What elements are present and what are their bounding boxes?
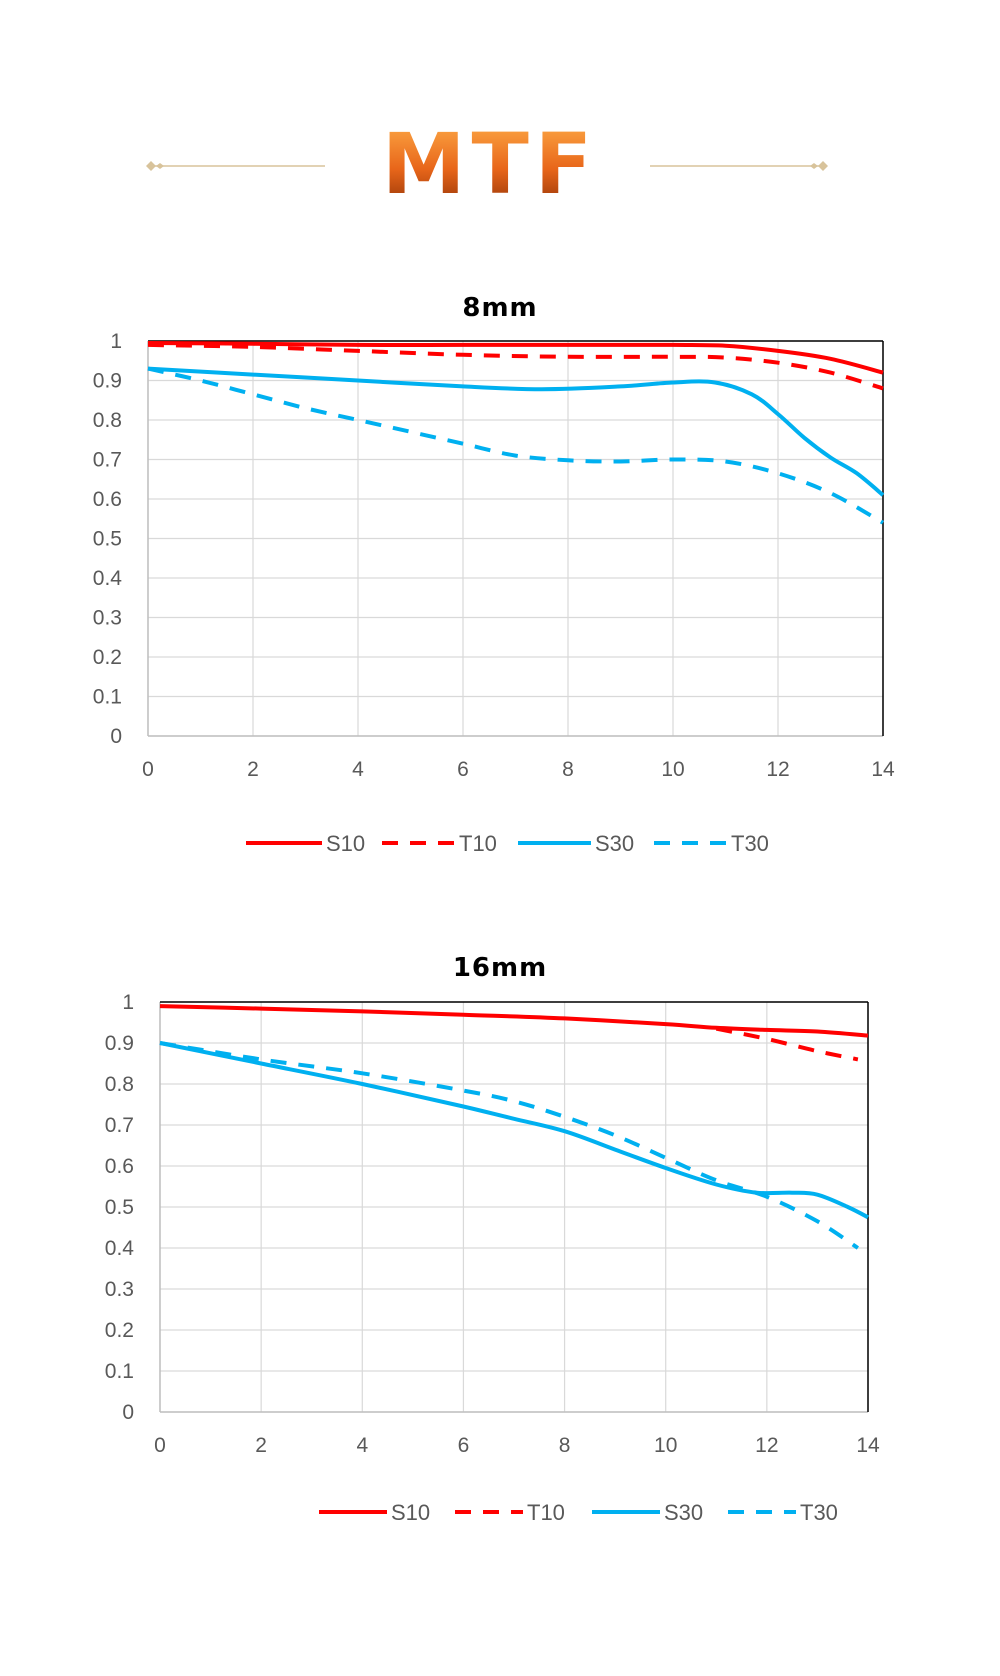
mtf-chart-16mm: 16mm 0 0.1 0.2 0.3 0.4 0.5 0.6 0.7 0.8 0.9 1 0 2 4 6 8… xyxy=(105,953,880,1525)
legend-label: S30 xyxy=(664,1500,703,1525)
series-line-t30 xyxy=(147,366,884,525)
y-axis-ticks: 0 0.1 0.2 0.3 0.4 0.5 0.6 0.7 0.8 0.9 1 xyxy=(105,991,135,1424)
legend-label: T30 xyxy=(731,831,769,856)
mtf-header: MTF xyxy=(146,115,828,213)
y-tick-label: 0.5 xyxy=(105,1196,134,1219)
y-tick-label: 0 xyxy=(122,1401,134,1424)
x-tick-label: 2 xyxy=(255,1434,267,1457)
legend-item-t10: T10 xyxy=(382,831,497,856)
y-tick-label: 0.6 xyxy=(93,488,122,511)
mtf-chart-8mm: 8mm 0 0.1 0.2 0.3 0.4 0.5 0.6 0.7 0.8 0.9 1 0 2 4 6 8 1… xyxy=(93,293,895,856)
legend-label: S10 xyxy=(326,831,365,856)
x-tick-label: 0 xyxy=(154,1434,166,1457)
y-tick-label: 0.9 xyxy=(93,370,122,393)
legend-item-s30: S30 xyxy=(592,1500,703,1525)
grid xyxy=(147,340,884,737)
mtf-title: MTF xyxy=(382,115,598,213)
legend-label: S30 xyxy=(595,831,634,856)
x-tick-label: 4 xyxy=(352,758,364,781)
chart-title: 8mm xyxy=(462,293,537,323)
legend: S10 T10 S30 T30 xyxy=(319,1500,838,1525)
series-lines xyxy=(147,341,885,525)
y-tick-label: 0.6 xyxy=(105,1155,134,1178)
legend-item-t30: T30 xyxy=(728,1500,838,1525)
y-tick-label: 0.5 xyxy=(93,528,122,551)
legend-label: S10 xyxy=(391,1500,430,1525)
series-line-t10 xyxy=(147,342,884,391)
series-line-s30 xyxy=(147,366,885,497)
y-tick-label: 0.8 xyxy=(93,409,122,432)
legend-item-t10: T10 xyxy=(455,1500,565,1525)
x-tick-label: 14 xyxy=(856,1434,880,1457)
x-tick-label: 14 xyxy=(871,758,895,781)
y-tick-label: 0.9 xyxy=(105,1032,134,1055)
x-tick-label: 0 xyxy=(142,758,154,781)
legend: S10 T10 S30 T30 xyxy=(246,831,769,856)
series-lines xyxy=(159,1004,869,1250)
y-tick-label: 1 xyxy=(122,991,134,1014)
legend-item-s10: S10 xyxy=(246,831,365,856)
x-axis-ticks: 0 2 4 6 8 10 12 14 xyxy=(142,758,895,781)
x-tick-label: 12 xyxy=(766,758,789,781)
y-tick-label: 0.2 xyxy=(93,646,122,669)
grid xyxy=(159,1001,869,1413)
left-ornament xyxy=(146,161,325,171)
x-tick-label: 8 xyxy=(559,1434,571,1457)
y-tick-label: 0.4 xyxy=(93,567,123,590)
x-axis-ticks: 0 2 4 6 8 10 12 14 xyxy=(154,1434,880,1457)
y-tick-label: 0.3 xyxy=(105,1278,134,1301)
y-axis-ticks: 0 0.1 0.2 0.3 0.4 0.5 0.6 0.7 0.8 0.9 1 xyxy=(93,330,123,748)
x-tick-label: 4 xyxy=(356,1434,368,1457)
right-ornament xyxy=(650,161,828,171)
series-line-s10 xyxy=(147,341,884,375)
y-tick-label: 1 xyxy=(110,330,122,353)
y-tick-label: 0.7 xyxy=(105,1114,134,1137)
x-tick-label: 10 xyxy=(654,1434,677,1457)
legend-label: T30 xyxy=(800,1500,838,1525)
series-line-t30 xyxy=(159,1041,859,1250)
y-tick-label: 0 xyxy=(110,725,122,748)
y-tick-label: 0.3 xyxy=(93,607,122,630)
legend-label: T10 xyxy=(459,831,497,856)
plot-frame xyxy=(147,340,884,737)
plot-frame xyxy=(159,1001,869,1413)
series-line-s10 xyxy=(159,1004,869,1038)
y-tick-label: 0.1 xyxy=(105,1360,134,1383)
x-tick-label: 10 xyxy=(661,758,684,781)
x-tick-label: 6 xyxy=(457,758,469,781)
legend-item-s10: S10 xyxy=(319,1500,430,1525)
y-tick-label: 0.2 xyxy=(105,1319,134,1342)
x-tick-label: 12 xyxy=(755,1434,778,1457)
y-tick-label: 0.1 xyxy=(93,686,122,709)
x-tick-label: 2 xyxy=(247,758,259,781)
y-tick-label: 0.8 xyxy=(105,1073,134,1096)
series-line-t10 xyxy=(715,1026,859,1062)
legend-item-t30: T30 xyxy=(654,831,769,856)
legend-item-s30: S30 xyxy=(518,831,634,856)
chart-title: 16mm xyxy=(453,953,547,983)
legend-label: T10 xyxy=(527,1500,565,1525)
x-tick-label: 8 xyxy=(562,758,574,781)
series-line-s30 xyxy=(159,1041,869,1220)
y-tick-label: 0.4 xyxy=(105,1237,135,1260)
y-tick-label: 0.7 xyxy=(93,449,122,472)
x-tick-label: 6 xyxy=(458,1434,470,1457)
